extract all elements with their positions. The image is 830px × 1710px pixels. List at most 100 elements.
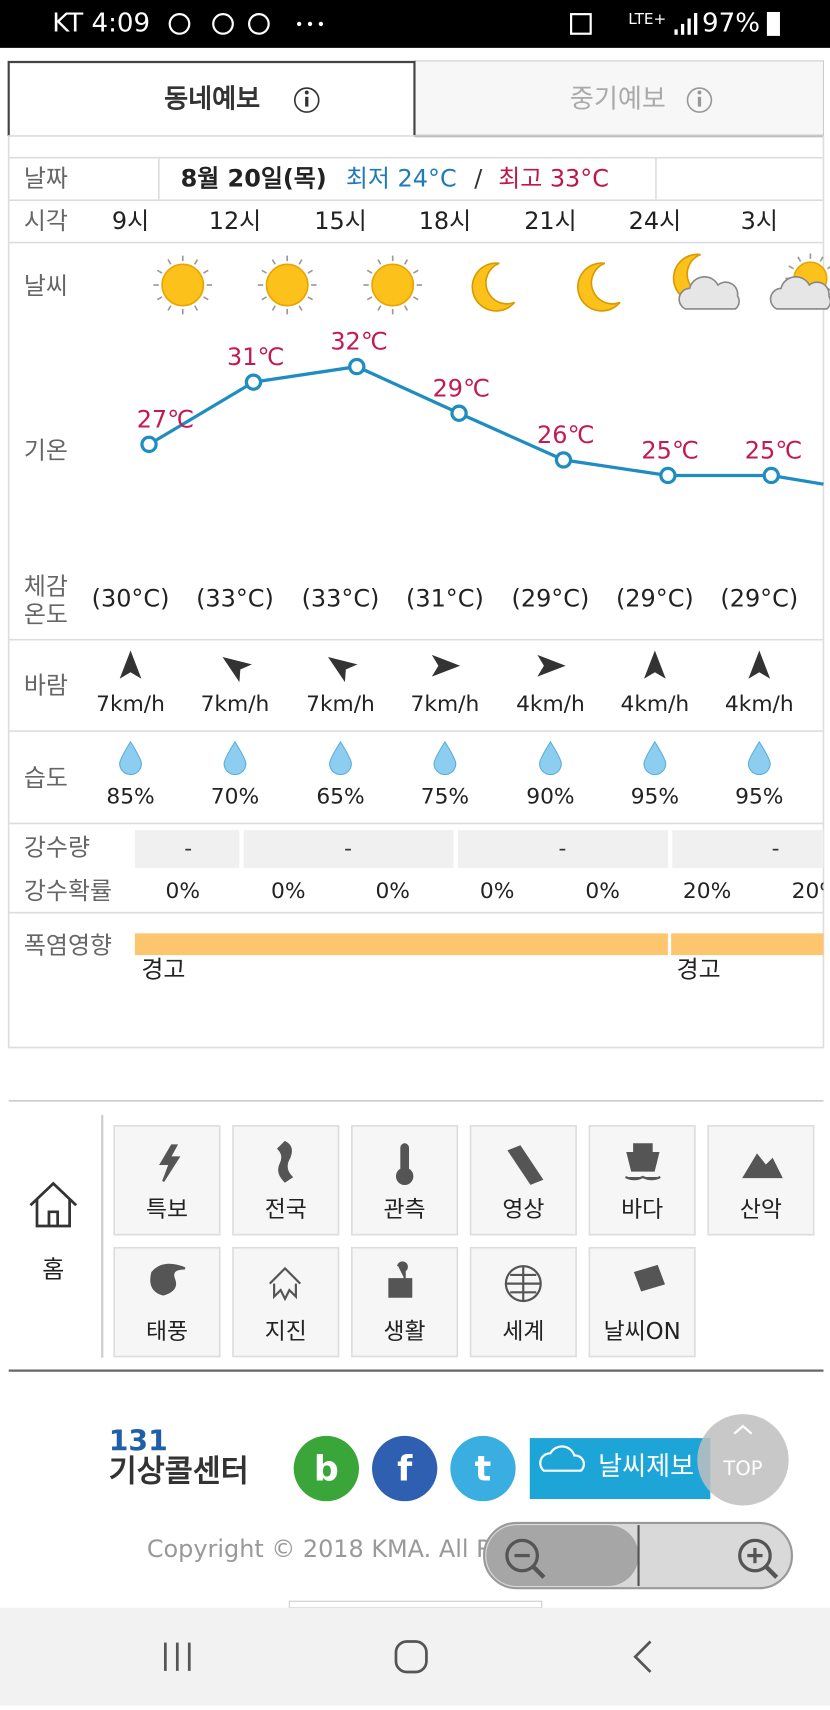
menu-icon	[159, 1144, 181, 1182]
forecast-table	[7, 135, 825, 1049]
wind-value: 7km/h	[306, 692, 375, 717]
precip-prob-value: 0%	[480, 879, 515, 904]
temperature-point	[140, 435, 158, 454]
sun-ray	[167, 259, 172, 265]
report-button[interactable]	[529, 1438, 711, 1500]
wind-arrow	[119, 650, 142, 679]
call-center: 기상콜센터	[109, 1454, 249, 1489]
zoom-out[interactable]	[486, 1525, 639, 1587]
tab-label: 중기예보	[570, 85, 666, 115]
precip-cell	[672, 829, 824, 869]
precip-prob-value: 20%	[792, 879, 830, 904]
wind-value: 7km/h	[201, 692, 270, 717]
row-label: 온도	[24, 601, 68, 629]
drop-icon	[539, 740, 562, 775]
sun-ray	[194, 305, 199, 311]
temperature-label: 25℃	[745, 437, 802, 465]
heat-bar	[134, 933, 668, 956]
status-icon	[248, 13, 270, 35]
menu-tile[interactable]	[232, 1246, 340, 1358]
sun-ray	[156, 269, 163, 274]
wind-arrow	[222, 657, 252, 683]
menu-icon	[507, 1145, 544, 1185]
status-icon	[212, 13, 234, 35]
info-icon-dot	[304, 90, 309, 95]
wind-arrow	[431, 654, 461, 677]
menu-icon	[625, 1143, 661, 1181]
sun-ray	[298, 305, 303, 311]
signal-bar	[680, 23, 685, 35]
feels-like-value: (29°C)	[720, 584, 798, 612]
feels-like-value: (31°C)	[406, 584, 484, 612]
precip-value: -	[772, 837, 780, 862]
menu-tile[interactable]	[707, 1125, 815, 1236]
precip-value: -	[344, 837, 352, 862]
humidity-value: 85%	[106, 784, 154, 809]
status-time: KT 4:09	[52, 8, 150, 38]
top-label: TOP	[722, 1457, 762, 1480]
battery-icon	[766, 11, 780, 36]
humidity-value: 90%	[526, 784, 574, 809]
menu-tile[interactable]	[588, 1246, 696, 1358]
temperature-label: 25℃	[641, 437, 698, 465]
social-button[interactable]	[450, 1435, 516, 1502]
sun-ray	[271, 305, 276, 311]
temperature-label: 26℃	[537, 421, 594, 449]
feels-like-value: (33°C)	[196, 584, 274, 612]
signal-bar	[687, 18, 691, 35]
info-icon-dot	[697, 90, 702, 95]
tab-active[interactable]	[7, 60, 416, 136]
time-label: 3시	[741, 207, 778, 235]
menu-label: 날씨ON	[604, 1319, 681, 1345]
menu-label: 영상	[502, 1197, 544, 1223]
sun-ray	[167, 305, 172, 311]
zoom-icon-handle	[531, 1564, 546, 1579]
home-icon[interactable]	[29, 1181, 78, 1228]
precip-prob-group: 0% 0% 0% 0% 0% 20% 20%	[165, 879, 830, 904]
sun-ray	[271, 259, 276, 265]
sun-ray	[413, 296, 419, 301]
heat-bar	[671, 933, 824, 956]
status-dot	[307, 21, 313, 27]
drop-icon	[119, 740, 142, 775]
time-label: 21시	[524, 207, 576, 235]
wind-arrow	[643, 650, 666, 679]
nav-back[interactable]	[633, 1640, 652, 1673]
info-icon-stem	[697, 96, 702, 107]
drop-icon	[433, 740, 457, 775]
top-button[interactable]	[697, 1414, 789, 1506]
social-button[interactable]	[372, 1435, 438, 1502]
time-label: 9시	[112, 207, 149, 235]
zoom-icon-handle	[764, 1564, 779, 1579]
temperature-label: 27℃	[137, 405, 194, 433]
row-label: 폭염영향	[24, 931, 112, 959]
heat-warning: 경고	[141, 955, 185, 983]
precip-prob-value: 0%	[165, 879, 200, 904]
temperature-label: 29℃	[433, 374, 490, 402]
menu-tile[interactable]	[588, 1125, 696, 1236]
sun-ray	[366, 296, 373, 301]
time-label: 12시	[209, 207, 261, 235]
row-label: 체감	[24, 572, 68, 600]
menu-label: 생활	[384, 1319, 426, 1345]
social-button[interactable]	[293, 1435, 359, 1502]
time-label: 15시	[314, 207, 366, 235]
moon-icon	[471, 262, 516, 312]
status-icon	[168, 13, 191, 35]
info-icon	[686, 87, 713, 113]
menu-tile[interactable]	[113, 1125, 221, 1236]
signal-bar	[674, 29, 678, 35]
page-bottom-edge	[288, 1600, 543, 1609]
menu-tile[interactable]	[469, 1125, 577, 1236]
sun-ray	[788, 265, 794, 270]
menu-label: 지진	[265, 1319, 307, 1345]
temperature-line-tail	[770, 473, 824, 486]
sun-ray	[377, 305, 382, 311]
sun-ray	[797, 256, 802, 262]
sun-ray	[819, 256, 824, 262]
wind-arrow	[748, 650, 771, 679]
nav-home[interactable]	[394, 1640, 428, 1674]
sun-ray	[261, 269, 267, 274]
wind-value: 4km/h	[620, 692, 689, 717]
